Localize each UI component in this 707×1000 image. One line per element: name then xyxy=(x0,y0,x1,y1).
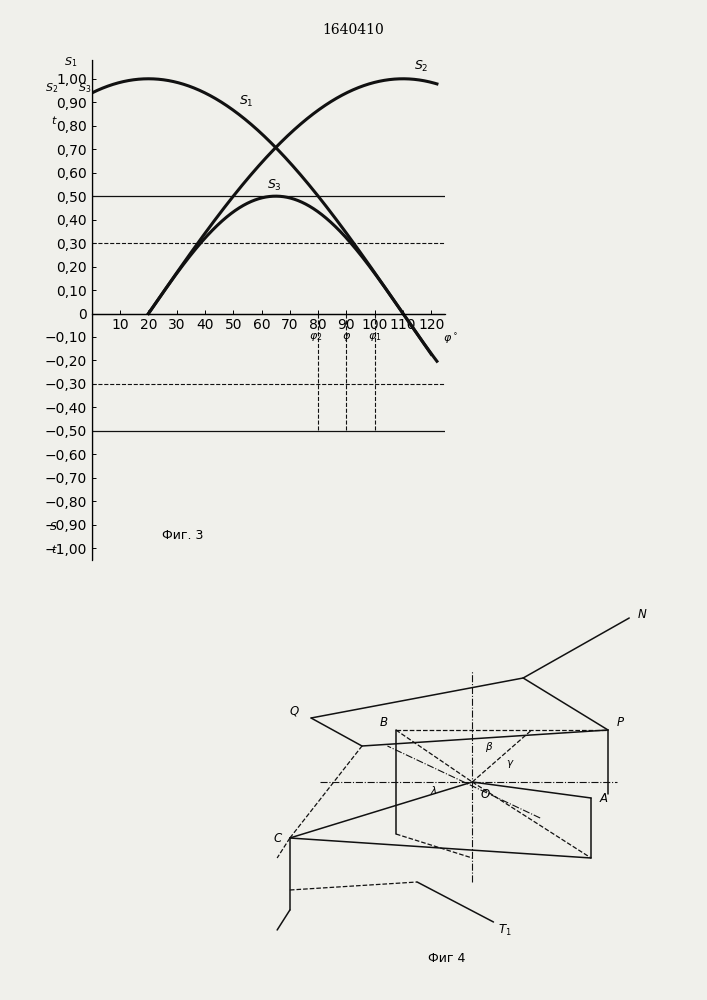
Text: $\beta$: $\beta$ xyxy=(485,740,493,754)
Text: $S_2$: $S_2$ xyxy=(45,81,58,95)
Text: $S$: $S$ xyxy=(49,520,58,532)
Text: P: P xyxy=(617,716,624,729)
Text: $\varphi^\circ$: $\varphi^\circ$ xyxy=(443,331,457,346)
Text: Фиг 4: Фиг 4 xyxy=(428,952,465,965)
Text: A: A xyxy=(600,792,607,805)
Text: $T_1$: $T_1$ xyxy=(498,923,511,938)
Text: $t$: $t$ xyxy=(52,114,58,126)
Text: $\varphi_2$: $\varphi_2$ xyxy=(308,331,322,343)
Text: $S_3$: $S_3$ xyxy=(267,178,282,193)
Text: $S_1$: $S_1$ xyxy=(64,56,78,69)
Text: $\lambda$: $\lambda$ xyxy=(430,784,438,796)
Text: $\varphi$: $\varphi$ xyxy=(341,331,351,343)
Text: Q: Q xyxy=(289,704,298,717)
Text: $S_2$: $S_2$ xyxy=(414,59,429,74)
Text: $S_1$: $S_1$ xyxy=(239,94,254,109)
Text: C: C xyxy=(273,832,281,845)
Text: $t$: $t$ xyxy=(52,543,58,555)
Text: N: N xyxy=(638,608,646,621)
Text: Фиг. 3: Фиг. 3 xyxy=(162,529,203,542)
Text: $\gamma$: $\gamma$ xyxy=(506,758,515,770)
Text: $S_3$: $S_3$ xyxy=(78,81,91,95)
Text: O: O xyxy=(481,788,490,801)
Text: 1640410: 1640410 xyxy=(322,23,385,37)
Text: $\varphi_1$: $\varphi_1$ xyxy=(368,331,382,343)
Text: B: B xyxy=(380,716,387,729)
